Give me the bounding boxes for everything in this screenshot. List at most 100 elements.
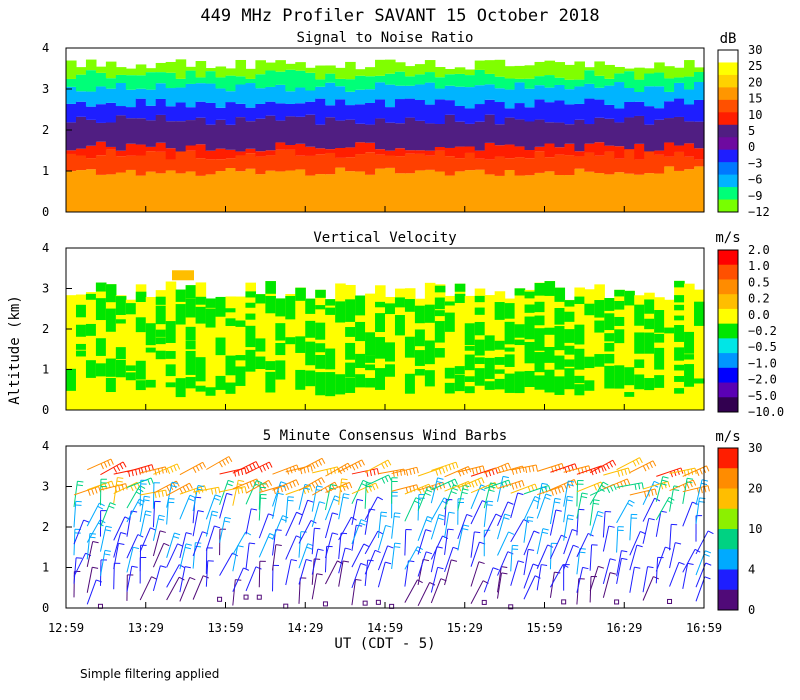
snr-cell	[215, 148, 227, 160]
snr-cell	[584, 152, 595, 172]
snr-cell	[524, 150, 536, 159]
snr-cell	[175, 59, 187, 79]
snr-cell	[534, 151, 546, 173]
vv-cell	[594, 284, 605, 410]
snr-cell	[514, 146, 526, 158]
snr-cell	[165, 148, 177, 160]
snr-cell	[684, 143, 695, 157]
wind-barb	[523, 530, 540, 556]
wind-barb	[364, 474, 392, 487]
snr-cell	[564, 124, 576, 144]
snr-cell	[514, 157, 526, 176]
snr-cell	[66, 122, 77, 151]
snr-cell	[225, 102, 237, 125]
wind-barb	[508, 604, 514, 610]
snr-cell	[444, 85, 456, 101]
snr-cell	[255, 151, 266, 157]
wind-barb	[616, 499, 635, 524]
wind-barb	[536, 493, 552, 519]
colorbar-label: 0.5	[748, 275, 770, 289]
wind-barb	[245, 461, 273, 474]
vv-cell	[135, 284, 147, 410]
vv-cell	[574, 324, 585, 345]
snr-cell	[394, 62, 406, 72]
snr-cell	[464, 108, 476, 124]
vv-cell	[534, 283, 546, 296]
snr-cell	[654, 108, 665, 120]
wind-barb	[166, 576, 185, 601]
wind-barb	[285, 559, 298, 586]
y-tick-label: 0	[42, 601, 49, 615]
wind-barb	[377, 511, 388, 539]
vv-cell	[694, 378, 705, 384]
snr-cell	[105, 174, 117, 212]
snr-cell	[165, 170, 177, 212]
snr-cell	[604, 64, 615, 79]
wind-barb	[338, 516, 357, 541]
wind-barb	[484, 479, 512, 490]
vv-cell	[474, 307, 486, 315]
snr-cell	[135, 118, 147, 145]
snr-cell	[355, 104, 366, 124]
y-tick-label: 0	[42, 205, 49, 219]
snr-cell	[654, 154, 665, 174]
snr-cell	[654, 72, 665, 87]
wind-barb	[695, 576, 711, 602]
snr-cell	[634, 79, 645, 92]
snr-cell	[614, 73, 625, 83]
vv-cell	[85, 292, 97, 410]
vv-cell	[654, 310, 665, 333]
vv-cell	[135, 291, 147, 302]
snr-cell	[385, 122, 396, 151]
vv-cell	[115, 347, 127, 360]
snr-cell	[245, 148, 257, 154]
snr-cell	[365, 102, 376, 125]
snr-cell	[375, 149, 386, 155]
vv-cell	[414, 369, 426, 376]
wind-barb	[232, 478, 260, 490]
vv-cell	[325, 299, 336, 306]
snr-cell	[375, 99, 386, 119]
vv-cell	[534, 301, 546, 313]
wind-barb	[497, 551, 514, 576]
snr-cell	[105, 78, 117, 89]
snr-cell	[494, 124, 506, 146]
vv-cell	[534, 315, 546, 326]
colorbar-swatch	[718, 382, 738, 398]
snr-cell	[105, 102, 117, 123]
wind-barb	[391, 542, 401, 569]
wind-barb	[563, 564, 570, 591]
colorbar-label: 0.0	[748, 308, 770, 322]
wind-barb	[417, 529, 432, 555]
x-axis-label: UT (CDT - 5)	[334, 636, 435, 652]
wind-barb	[152, 482, 160, 509]
wind-barb	[205, 494, 222, 520]
snr-cell	[644, 173, 655, 212]
snr-cell	[584, 83, 595, 99]
vv-cell	[145, 323, 157, 346]
snr-cell	[125, 155, 137, 170]
x-tick-label: 15:59	[526, 621, 562, 635]
colorbar-swatch	[718, 589, 738, 611]
snr-cell	[315, 79, 326, 87]
x-tick-label: 16:59	[686, 621, 722, 635]
snr-cell	[85, 70, 97, 92]
wind-barb	[404, 529, 412, 556]
snr-cell	[414, 100, 426, 121]
vv-cell	[444, 295, 456, 410]
vv-cell	[584, 289, 595, 410]
vv-cell	[514, 324, 526, 338]
snr-cell	[155, 142, 167, 152]
vv-cell	[454, 283, 466, 410]
wind-barb	[656, 467, 684, 478]
snr-cell	[295, 87, 306, 104]
colorbar-swatch	[718, 529, 738, 550]
vv-cell	[494, 369, 506, 374]
vv-cell	[614, 289, 625, 410]
wind-barb	[497, 513, 511, 540]
vv-colorbar: 2.0 1.0 0.5 0.2 0.0 −0.2 −0.5 −1.0 −2.0 −5.0 −10.0	[717, 243, 784, 419]
wind-barb	[391, 466, 419, 476]
vv-cell	[95, 298, 107, 321]
snr-cell	[145, 151, 157, 172]
